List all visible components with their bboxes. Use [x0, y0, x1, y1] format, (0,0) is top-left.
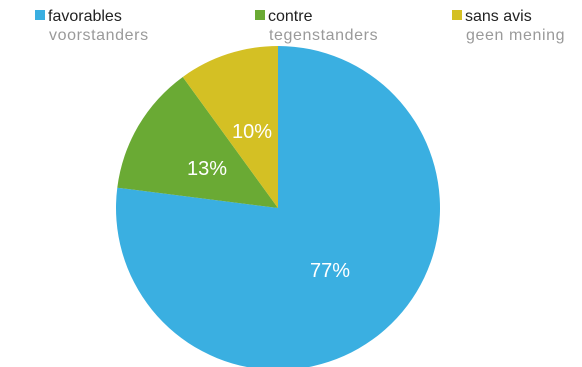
legend-label-sans-avis: sans avis [465, 8, 532, 25]
legend-entry-sans-avis: sans avis geen mening [452, 8, 565, 45]
slice-label-favorables: 77% [310, 260, 350, 282]
slice-label-contre: 13% [187, 158, 227, 180]
legend-swatch-contre [255, 10, 265, 20]
chart-legend: favorables voorstanders contre tegenstan… [0, 0, 582, 50]
pie-slice-sans-avis [182, 46, 278, 208]
pie-slice-contre [117, 76, 278, 209]
slice-label-sans-avis: 10% [232, 121, 272, 143]
pie-slice-favorables [116, 46, 440, 367]
legend-sublabel-favorables: voorstanders [49, 27, 149, 44]
legend-entry-favorables: favorables voorstanders [35, 8, 149, 45]
legend-swatch-favorables [35, 10, 45, 20]
legend-swatch-sans-avis [452, 10, 462, 20]
legend-entry-contre: contre tegenstanders [255, 8, 378, 45]
legend-sublabel-sans-avis: geen mening [466, 27, 566, 44]
legend-label-contre: contre [268, 8, 313, 25]
legend-sublabel-contre: tegenstanders [269, 27, 379, 44]
legend-label-favorables: favorables [48, 8, 122, 25]
